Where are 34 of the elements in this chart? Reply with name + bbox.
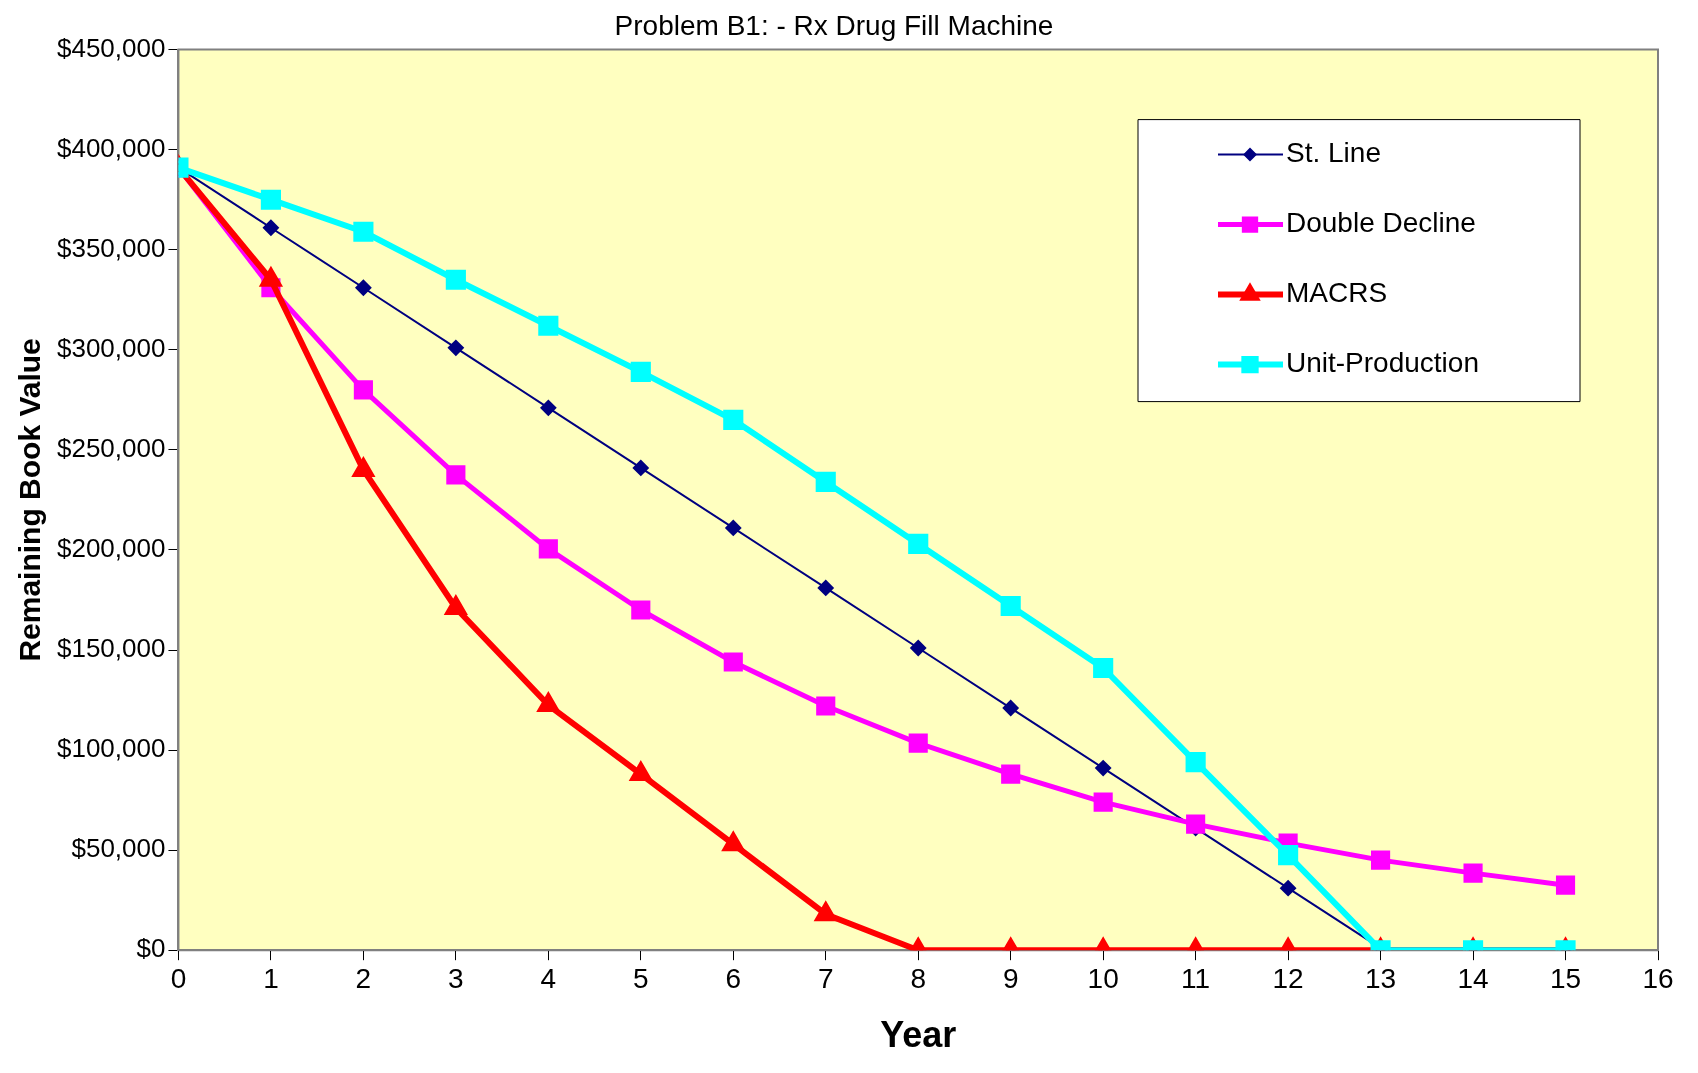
y-tick-label: $250,000 bbox=[56, 433, 166, 464]
y-tick-label: $200,000 bbox=[56, 533, 166, 564]
y-axis-title: Remaining Book Value bbox=[13, 338, 47, 662]
x-tick-label: 11 bbox=[1181, 962, 1211, 994]
y-tick-label: $150,000 bbox=[56, 633, 166, 664]
x-tick-label: 16 bbox=[1642, 962, 1674, 994]
x-tick-label: 4 bbox=[540, 962, 557, 994]
x-tick-label: 6 bbox=[725, 962, 742, 994]
x-tick-label: 1 bbox=[263, 962, 279, 994]
x-tick-label: 13 bbox=[1365, 962, 1397, 994]
x-tick-label: 9 bbox=[1002, 962, 1019, 994]
x-tick-label: 10 bbox=[1087, 962, 1119, 994]
chart-title: Problem B1: - Rx Drug Fill Machine bbox=[614, 9, 1054, 41]
x-tick-label: 5 bbox=[633, 962, 649, 994]
y-tick-label: $400,000 bbox=[56, 132, 166, 163]
x-tick-label: 7 bbox=[817, 962, 834, 994]
x-axis-title: Year bbox=[880, 1014, 957, 1056]
y-tick-label: $50,000 bbox=[71, 833, 166, 864]
y-tick-label: $100,000 bbox=[56, 733, 166, 764]
legend-label: Double Decline bbox=[1286, 207, 1476, 239]
y-tick-label: $450,000 bbox=[56, 32, 166, 63]
y-tick-label: $0 bbox=[136, 933, 166, 964]
y-tick-label: $300,000 bbox=[56, 332, 166, 363]
y-tick-label: $350,000 bbox=[56, 232, 166, 263]
x-tick-label: 14 bbox=[1457, 962, 1489, 994]
legend-label: Unit-Production bbox=[1286, 347, 1479, 379]
x-tick-label: 12 bbox=[1272, 962, 1304, 994]
x-tick-label: 8 bbox=[910, 962, 927, 994]
legend-label: St. Line bbox=[1286, 137, 1381, 169]
x-tick-label: 15 bbox=[1549, 962, 1582, 994]
x-tick-label: 0 bbox=[170, 962, 187, 994]
x-tick-label: 3 bbox=[448, 962, 464, 994]
legend-label: MACRS bbox=[1286, 277, 1388, 309]
x-tick-label: 2 bbox=[355, 962, 372, 994]
